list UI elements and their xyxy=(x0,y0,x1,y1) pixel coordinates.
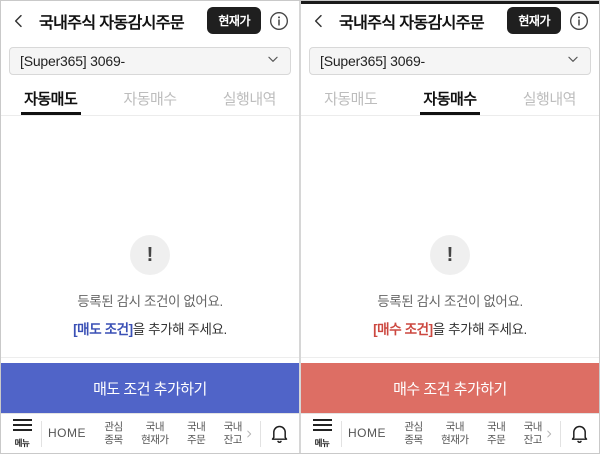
empty-message: 등록된 감시 조건이 없어요. xyxy=(77,294,223,309)
account-select-value: [Super365] 3069- xyxy=(20,53,125,69)
nav-label: 주문 xyxy=(186,433,206,446)
nav-watchlist[interactable]: 관심 종목 xyxy=(404,420,423,446)
nav-divider xyxy=(341,420,342,447)
nav-home[interactable]: HOME xyxy=(48,426,86,440)
status-bar-remnant xyxy=(301,1,599,4)
nav-label: 국내 xyxy=(186,420,206,433)
nav-label: 종목 xyxy=(104,433,123,446)
empty-state: ! 등록된 감시 조건이 없어요. [매도 조건]을 추가해 주세요. xyxy=(1,116,299,358)
nav-label: 관심 xyxy=(404,420,423,433)
panel-divider xyxy=(299,1,301,453)
nav-label: 국내 xyxy=(445,420,465,433)
buy-condition-link[interactable]: [매수 조건] xyxy=(373,322,433,337)
tab-auto-buy[interactable]: 자동매수 xyxy=(123,90,177,108)
account-select[interactable]: [Super365] 3069- xyxy=(309,47,591,75)
chevron-down-icon xyxy=(566,52,580,71)
empty-hint-rest: 을 추가해 주세요. xyxy=(432,322,528,337)
nav-label: 관심 xyxy=(104,420,123,433)
nav-domestic-order[interactable]: 국내 주문 xyxy=(186,420,206,446)
chevron-down-icon xyxy=(266,52,280,71)
nav-domestic-balance[interactable]: 국내 잔고 xyxy=(223,420,243,446)
nav-domestic-balance[interactable]: 국내 잔고 xyxy=(523,420,543,446)
hamburger-icon xyxy=(312,418,332,436)
info-icon[interactable] xyxy=(269,11,289,31)
menu-button[interactable]: 메뉴 xyxy=(309,418,335,449)
tab-execution-history[interactable]: 실행내역 xyxy=(222,90,277,108)
nav-items: HOME 관심 종목 국내 현재가 국내 주문 국내 잔고 xyxy=(348,421,542,446)
nav-items: HOME 관심 종목 국내 현재가 국내 주문 국내 잔고 xyxy=(48,421,242,446)
chevron-right-icon[interactable] xyxy=(544,428,554,440)
nav-label: 국내 xyxy=(523,420,543,433)
menu-button[interactable]: 메뉴 xyxy=(9,418,35,449)
nav-domestic-order[interactable]: 국내 주문 xyxy=(486,420,506,446)
nav-label: 잔고 xyxy=(223,433,243,446)
empty-state: ! 등록된 감시 조건이 없어요. [매수 조건]을 추가해 주세요. xyxy=(301,116,599,358)
nav-domestic-price[interactable]: 국내 현재가 xyxy=(141,420,169,446)
nav-label: 국내 xyxy=(223,420,243,433)
page-title: 국내주식 자동감시주문 xyxy=(39,14,185,32)
back-icon[interactable] xyxy=(311,12,329,30)
add-buy-condition-button[interactable]: 매수 조건 추가하기 xyxy=(301,363,599,413)
menu-label: 메뉴 xyxy=(314,438,330,448)
nav-watchlist[interactable]: 관심 종목 xyxy=(104,420,123,446)
nav-home-label: HOME xyxy=(48,426,86,441)
header: 국내주식 자동감시주문 현재가 xyxy=(1,1,299,38)
sell-condition-link[interactable]: [매도 조건] xyxy=(73,322,133,337)
panel-auto-buy: 국내주식 자동감시주문 현재가 [Super365] 3069- 자동매도 자동… xyxy=(301,1,599,453)
bottom-nav: 메뉴 HOME 관심 종목 국내 현재가 국내 주문 국내 잔고 xyxy=(301,413,599,453)
tab-auto-buy[interactable]: 자동매수 xyxy=(400,81,499,115)
hamburger-icon xyxy=(12,418,32,436)
empty-message: 등록된 감시 조건이 없어요. xyxy=(377,294,523,309)
nav-divider xyxy=(560,420,561,447)
panel-auto-sell: 국내주식 자동감시주문 현재가 [Super365] 3069- 자동매도 자동… xyxy=(1,1,299,453)
bell-icon[interactable] xyxy=(267,422,291,446)
tab-auto-sell[interactable]: 자동매도 xyxy=(324,90,378,108)
nav-divider xyxy=(41,420,42,447)
nav-label: 주문 xyxy=(486,433,506,446)
account-select-row: [Super365] 3069- xyxy=(1,38,299,81)
info-icon[interactable] xyxy=(569,11,589,31)
tab-bar: 자동매도 자동매수 실행내역 xyxy=(301,81,599,116)
bell-icon[interactable] xyxy=(567,422,591,446)
empty-hint: [매수 조건]을 추가해 주세요. xyxy=(373,318,527,338)
back-icon[interactable] xyxy=(11,12,29,30)
empty-hint-rest: 을 추가해 주세요. xyxy=(132,322,228,337)
menu-label: 메뉴 xyxy=(14,438,30,448)
account-select-value: [Super365] 3069- xyxy=(320,53,425,69)
tab-bar: 자동매도 자동매수 실행내역 xyxy=(1,81,299,116)
page-title: 국내주식 자동감시주문 xyxy=(339,14,485,32)
header: 국내주식 자동감시주문 현재가 xyxy=(301,1,599,38)
nav-home[interactable]: HOME xyxy=(348,426,386,440)
exclamation-icon: ! xyxy=(430,235,470,275)
nav-label: 국내 xyxy=(486,420,506,433)
chevron-right-icon[interactable] xyxy=(244,428,254,440)
nav-domestic-price[interactable]: 국내 현재가 xyxy=(441,420,469,446)
nav-label: 현재가 xyxy=(441,433,469,446)
nav-label: 잔고 xyxy=(523,433,543,446)
current-price-button[interactable]: 현재가 xyxy=(207,7,261,34)
bottom-nav: 메뉴 HOME 관심 종목 국내 현재가 국내 주문 국내 잔고 xyxy=(1,413,299,453)
nav-home-label: HOME xyxy=(348,426,386,441)
current-price-button[interactable]: 현재가 xyxy=(507,7,561,34)
nav-divider xyxy=(260,420,261,447)
account-select-row: [Super365] 3069- xyxy=(301,38,599,81)
tab-auto-sell[interactable]: 자동매도 xyxy=(1,81,100,115)
nav-label: 국내 xyxy=(145,420,165,433)
add-sell-condition-button[interactable]: 매도 조건 추가하기 xyxy=(1,363,299,413)
empty-hint: [매도 조건]을 추가해 주세요. xyxy=(73,318,227,338)
tab-execution-history[interactable]: 실행내역 xyxy=(522,90,577,108)
nav-label: 종목 xyxy=(404,433,423,446)
account-select[interactable]: [Super365] 3069- xyxy=(9,47,291,75)
exclamation-icon: ! xyxy=(130,235,170,275)
nav-label: 현재가 xyxy=(141,433,169,446)
